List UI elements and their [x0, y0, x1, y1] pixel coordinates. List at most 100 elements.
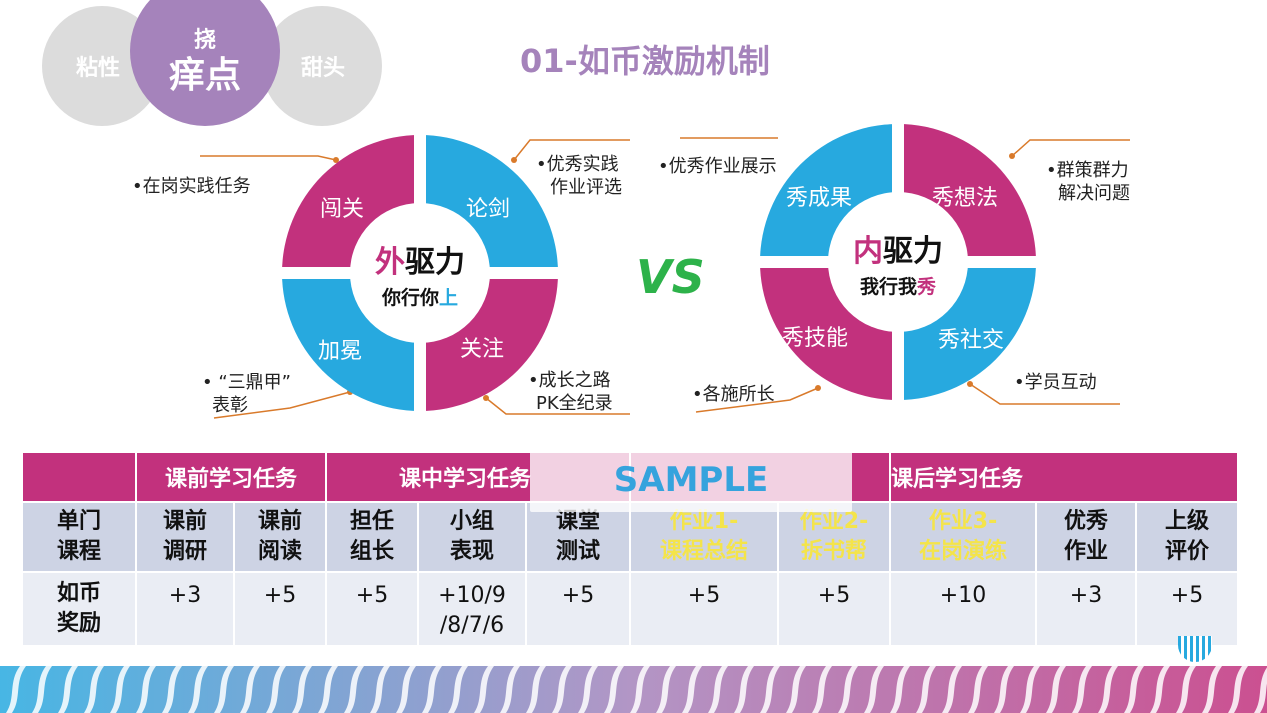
- task-cell: 作业3- 在岗演练: [889, 501, 1037, 573]
- task-cell: 上级 评价: [1135, 501, 1239, 573]
- hub-nixingni: 你行你: [381, 286, 439, 309]
- annotation-line: PK全纪录: [536, 392, 613, 414]
- table-corner-cell: [21, 451, 137, 503]
- reward-table: 课前学习任务 课中学习任务 课后学习任务 单门 课程 课前 调研 课前 阅读 担任 …: [21, 451, 1239, 647]
- task-cell: 作业1- 课程总结: [629, 501, 779, 573]
- wave-stripe: [864, 666, 884, 713]
- task-cell: 作业2- 拆书帮: [777, 501, 891, 573]
- wave-stripe: [1176, 666, 1196, 713]
- internal-drive-wheel: 秀成果 秀想法 秀技能 秀社交 内驱力 我行我秀: [760, 124, 1036, 400]
- annotation-collective-wisdom: •群策群力 解决问题: [1046, 160, 1130, 205]
- wave-stripe: [734, 666, 754, 713]
- task-label: 作业2- 拆书帮: [799, 509, 869, 564]
- hub-shang: 上: [439, 286, 459, 309]
- wave-stripe: [552, 666, 572, 713]
- segment-label-xiuchengguo: 秀成果: [786, 186, 853, 211]
- wave-stripe: [578, 666, 598, 713]
- reward-value: +5: [263, 583, 297, 608]
- wave-stripe: [942, 666, 962, 713]
- internal-drive-hub: 内驱力 我行我秀: [828, 192, 968, 332]
- wave-stripe: [370, 666, 390, 713]
- wave-stripe: [708, 666, 728, 713]
- reward-cell: +3: [1035, 571, 1137, 647]
- annotation-excellent-practice: •优秀实践 作业评选: [536, 154, 622, 199]
- annotation-line: 表彰: [212, 394, 248, 416]
- hub-quli-2: 驱力: [883, 233, 943, 269]
- annotation-line: 作业评选: [550, 176, 622, 198]
- table-task-row: 单门 课程 课前 调研 课前 阅读 担任 组长 小组 表现 课堂 测试 作业1- 课程总结…: [21, 501, 1239, 573]
- wave-stripe: [1228, 666, 1248, 713]
- hub-xiu: 秀: [917, 275, 937, 298]
- hub-quli: 驱力: [405, 244, 465, 280]
- page-title: 01-如币激励机制: [520, 42, 770, 80]
- wave-stripe: [1072, 666, 1092, 713]
- wave-stripe: [994, 666, 1014, 713]
- wave-stripe: [162, 666, 182, 713]
- wave-stripe: [630, 666, 650, 713]
- wave-stripe: [838, 666, 858, 713]
- reward-cell: +5: [1135, 571, 1239, 647]
- group-post-class: 课后学习任务: [889, 451, 1239, 503]
- wave-stripe: [266, 666, 286, 713]
- task-label: 担任 组长: [349, 509, 394, 564]
- row-header-course-text: 单门 课程: [56, 509, 101, 564]
- tab-sweetener[interactable]: 甜头: [262, 6, 382, 126]
- hub-nei: 内: [853, 233, 883, 269]
- external-drive-hub: 外驱力 你行你上: [350, 203, 490, 343]
- segment-label-xiujineng: 秀技能: [782, 326, 849, 351]
- tab-itch-point[interactable]: 挠 痒点: [130, 0, 280, 126]
- wave-stripe: [604, 666, 624, 713]
- segment-label-xiushejiao: 秀社交: [938, 328, 1005, 353]
- reward-value: +5: [817, 583, 851, 608]
- wave-stripe: [32, 666, 52, 713]
- row-header-reward-text: 如币 奖励: [56, 581, 101, 636]
- task-cell: 担任 组长: [325, 501, 419, 573]
- annotation-onsite-task: •在岗实践任务: [132, 176, 251, 197]
- wave-stripe: [1150, 666, 1170, 713]
- task-cell: 小组 表现: [417, 501, 527, 573]
- annotation-line: •群策群力: [1046, 160, 1129, 181]
- wave-stripe: [422, 666, 442, 713]
- task-label: 课堂 测试: [555, 509, 600, 564]
- tab-itch-big: 痒点: [168, 55, 241, 97]
- wave-stripe: [474, 666, 494, 713]
- wave-stripe: [1202, 666, 1222, 713]
- hub-wai: 外: [375, 244, 405, 280]
- task-cell: 课前 阅读: [233, 501, 327, 573]
- wave-stripe: [786, 666, 806, 713]
- annotation-each-strength: •各施所长: [692, 384, 775, 405]
- segment-label-lunjian: 论剑: [466, 197, 511, 222]
- reward-cell: +5: [525, 571, 631, 647]
- annotation-three-top: • “三鼎甲” 表彰: [202, 372, 291, 417]
- wave-stripe: [318, 666, 338, 713]
- wave-stripe: [344, 666, 364, 713]
- wave-stripe: [968, 666, 988, 713]
- segment-label-jiamian: 加冕: [318, 339, 363, 364]
- row-header-reward: 如币 奖励: [21, 571, 137, 647]
- annotation-line: • “三鼎甲”: [202, 372, 291, 393]
- segment-label-chuangguan: 闯关: [320, 197, 365, 222]
- reward-cell: +3: [135, 571, 235, 647]
- reward-cell: +10: [889, 571, 1037, 647]
- reward-cell: +5: [325, 571, 419, 647]
- reward-value: +10: [939, 583, 987, 608]
- task-label: 上级 评价: [1164, 509, 1209, 564]
- reward-value: +5: [1170, 583, 1204, 608]
- reward-cell: +5: [777, 571, 891, 647]
- wave-stripe: [396, 666, 416, 713]
- reward-cell: +5: [233, 571, 327, 647]
- wave-stripe: [84, 666, 104, 713]
- wave-stripe: [760, 666, 780, 713]
- wave-stripe: [214, 666, 234, 713]
- hub-woxingwo: 我行我: [859, 275, 917, 298]
- wave-stripe: [292, 666, 312, 713]
- tab-sweetener-label: 甜头: [300, 56, 345, 81]
- wave-stripe: [916, 666, 936, 713]
- wave-stripe: [1124, 666, 1144, 713]
- reward-value: +3: [168, 583, 202, 608]
- wave-stripe: [1254, 667, 1267, 713]
- wave-stripe: [890, 666, 910, 713]
- annotation-excellent-homework: •优秀作业展示: [658, 156, 777, 177]
- annotation-growth-path: •成长之路 PK全纪录: [528, 370, 613, 415]
- reward-cell: +10/9 /8/7/6: [417, 571, 527, 647]
